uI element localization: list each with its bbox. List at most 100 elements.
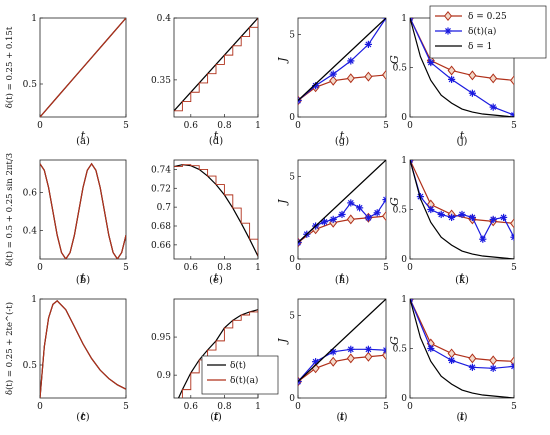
panel-caption: (a) — [76, 136, 90, 147]
star-marker — [479, 236, 486, 243]
x-tick-label: 0.6 — [184, 402, 199, 412]
y-tick-label: 0.4 — [23, 226, 38, 236]
x-tick-label: 0.8 — [217, 263, 232, 273]
y-axis-label: J — [276, 57, 289, 64]
y-tick-label: 0.95 — [151, 333, 171, 343]
x-tick-label: 5 — [511, 402, 517, 412]
y-tick-label: 0 — [401, 394, 407, 404]
series-line — [298, 160, 386, 243]
legend-label: δ = 0.25 — [468, 12, 507, 22]
diamond-marker — [509, 218, 514, 229]
x-tick-label: 5 — [383, 263, 389, 273]
series-line — [298, 18, 386, 101]
star-marker — [298, 241, 301, 246]
x-axis-label: t — [340, 129, 345, 142]
y-tick-label: 0.5 — [393, 64, 408, 74]
plot-area — [40, 162, 126, 259]
plot-area — [298, 299, 386, 387]
x-axis-label: t — [214, 129, 219, 142]
x-tick-label: 0.6 — [184, 263, 199, 273]
star-marker — [347, 346, 354, 353]
diamond-marker — [381, 69, 386, 80]
y-tick-label: 0.6 — [23, 188, 38, 198]
x-tick-label: 1 — [255, 263, 261, 273]
axes-box — [39, 159, 127, 260]
x-tick-label: 5 — [383, 402, 389, 412]
plot-area — [174, 18, 258, 112]
y-tick-label: 0 — [289, 255, 295, 265]
star-marker — [511, 112, 514, 116]
star-marker — [438, 211, 445, 218]
x-axis-label: t — [214, 410, 219, 423]
y-axis-label: G — [388, 55, 401, 64]
plot-area — [40, 300, 126, 398]
y-tick-label: 1 — [31, 295, 37, 305]
diamond-marker — [468, 353, 477, 364]
y-tick-label: 0.5 — [23, 80, 38, 90]
legend-frame — [201, 355, 279, 395]
x-axis-label: t — [460, 410, 465, 423]
x-tick-label: 5 — [123, 263, 129, 273]
plot-area — [177, 309, 258, 398]
panel-g: 0 5 0 5 t J (g) — [276, 17, 389, 147]
series-line — [40, 18, 126, 117]
y-tick-label: 0.5 — [393, 206, 408, 216]
star-marker — [365, 214, 372, 221]
diamond-marker — [346, 73, 355, 84]
star-marker — [427, 59, 434, 66]
y-axis-label: G — [388, 336, 401, 345]
series-line — [410, 160, 514, 259]
star-marker — [330, 216, 337, 223]
star-marker — [459, 211, 465, 218]
diamond-marker — [381, 211, 386, 222]
star-marker — [383, 349, 386, 354]
x-tick-label: 0.6 — [184, 121, 199, 131]
panel-k: 0 5 0 0.5 1 t G (k) — [388, 156, 517, 286]
series-line — [410, 299, 514, 398]
x-tick-label: 0 — [407, 263, 413, 273]
axes-box — [297, 298, 387, 399]
star-marker — [469, 90, 476, 97]
plot-area — [410, 299, 514, 398]
star-marker — [410, 160, 413, 163]
series-line — [410, 18, 514, 117]
diamond-marker — [346, 214, 355, 225]
axes-box — [297, 159, 387, 260]
x-tick-label: 0 — [407, 121, 413, 131]
x-axis-label: t — [81, 410, 86, 423]
series-line — [298, 18, 386, 101]
panel-i: 0 5 0 5 t J (i) — [276, 298, 389, 423]
panel-h: 0 5 0 5 t J (h) — [276, 159, 389, 286]
panel-b: 0 5 0.4 0.6 t δ(t) = 0.5 + 0.25 sin 2πt/3 (b) — [4, 153, 129, 286]
panel-caption: (b) — [76, 275, 90, 286]
star-marker — [469, 364, 476, 371]
plot-area — [298, 160, 386, 248]
star-marker — [347, 57, 354, 64]
legend-diamond — [443, 10, 453, 22]
panel-caption: (f) — [210, 412, 222, 423]
x-tick-label: 5 — [123, 402, 129, 412]
legend-label: δ(t)(a) — [468, 26, 496, 37]
y-tick-label: 1 — [401, 14, 407, 24]
x-tick-label: 0 — [295, 121, 301, 131]
star-marker — [330, 71, 337, 78]
legend-label: δ(t)(a) — [230, 375, 258, 386]
star-marker — [490, 104, 497, 111]
x-tick-label: 1 — [255, 121, 261, 131]
plot-area — [410, 18, 514, 117]
star-marker — [427, 345, 434, 352]
diamond-marker — [364, 71, 373, 82]
star-marker — [365, 41, 372, 48]
panel-l: 0 5 0 0.5 1 t G (l) — [388, 295, 517, 423]
x-tick-label: 0.8 — [217, 121, 232, 131]
y-tick-label: 0.5 — [23, 361, 38, 371]
panel-caption: (k) — [455, 275, 469, 286]
star-marker — [321, 218, 328, 225]
panel-caption: (j) — [457, 136, 468, 147]
x-tick-label: 0 — [295, 402, 301, 412]
panel-caption: (d) — [209, 136, 223, 147]
y-tick-label: 1 — [31, 14, 37, 24]
panel-caption: (e) — [209, 275, 223, 286]
plot-area — [40, 18, 126, 117]
y-tick-label: 5 — [289, 173, 295, 183]
